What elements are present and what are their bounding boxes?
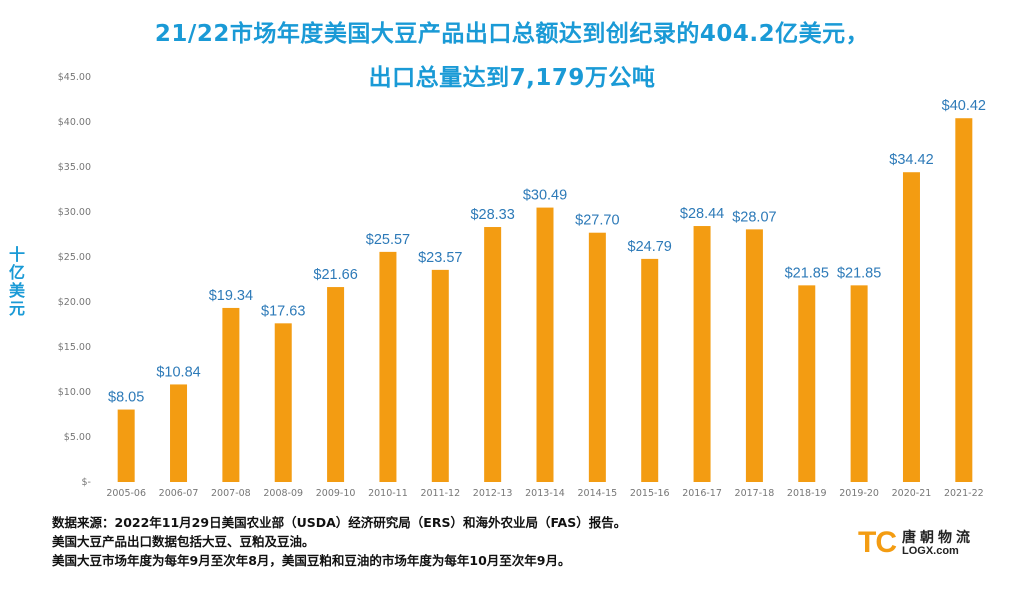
bar (379, 251, 397, 482)
bar (431, 269, 449, 482)
bar (693, 226, 711, 482)
x-tick-label: 2017-18 (735, 488, 775, 499)
data-label: $21.85 (785, 265, 829, 281)
y-axis-ticks: $- $5.00 $10.00 $15.00 $20.00 $25.00 $30.00 $35… (58, 72, 91, 488)
x-tick-label: 2007-08 (211, 488, 251, 499)
bar (902, 172, 920, 482)
bar (170, 384, 188, 482)
data-label: $30.49 (523, 188, 567, 204)
x-tick-label: 2014-15 (578, 488, 618, 499)
bar (117, 409, 135, 482)
chart-title-line2: 出口总量达到7,179万公吨 (368, 65, 656, 91)
x-tick-label: 2018-19 (787, 488, 827, 499)
data-label: $23.57 (418, 250, 462, 266)
x-tick-label: 2005-06 (106, 488, 146, 499)
y-tick-label: $20.00 (58, 297, 91, 308)
data-label: $27.70 (575, 213, 619, 229)
x-tick-label: 2013-14 (525, 488, 565, 499)
y-tick-label: $35.00 (58, 162, 91, 173)
data-label: $24.79 (628, 239, 672, 255)
bar (798, 285, 816, 482)
x-tick-label: 2008-09 (263, 488, 303, 499)
y-axis-label: 十亿美元 (8, 245, 25, 318)
data-label: $28.33 (470, 207, 514, 223)
x-tick-label: 2020-21 (892, 488, 932, 499)
bar (955, 118, 973, 482)
data-label: $28.07 (732, 209, 776, 225)
bars (117, 118, 973, 482)
data-label: $21.66 (313, 267, 357, 283)
bar (484, 227, 502, 482)
x-tick-label: 2021-22 (944, 488, 984, 499)
chart-title-line1: 21/22市场年度美国大豆产品出口总额达到创纪录的404.2亿美元， (154, 21, 870, 47)
bar (274, 323, 292, 482)
x-tick-label: 2010-11 (368, 488, 408, 499)
bar (745, 229, 763, 482)
bar (536, 207, 554, 482)
bar (222, 307, 240, 482)
x-tick-label: 2015-16 (630, 488, 670, 499)
bar (641, 258, 659, 482)
footnote-scope: 美国大豆产品出口数据包括大豆、豆粕及豆油。 (52, 534, 315, 549)
x-tick-label: 2011-12 (420, 488, 460, 499)
data-label: $25.57 (366, 232, 410, 248)
logo-chinese-name: 唐朝物流 (902, 530, 974, 546)
data-label: $34.42 (889, 152, 933, 168)
data-label: $8.05 (108, 390, 144, 406)
y-tick-label: $5.00 (64, 432, 91, 443)
bar-chart: $- $5.00 $10.00 $15.00 $20.00 $25.00 $30.00 $35… (58, 72, 986, 499)
x-tick-label: 2019-20 (839, 488, 879, 499)
x-tick-label: 2009-10 (316, 488, 356, 499)
bar (327, 287, 345, 482)
y-tick-label: $25.00 (58, 252, 91, 263)
footnotes: 数据来源：2022年11月29日美国农业部（USDA）经济研究局（ERS）和海外… (52, 513, 626, 570)
data-label: $10.84 (156, 364, 200, 380)
footnote-source: 数据来源：2022年11月29日美国农业部（USDA）经济研究局（ERS）和海外… (52, 515, 627, 530)
y-tick-label: $15.00 (58, 342, 91, 353)
footnote-market-year: 美国大豆市场年度为每年9月至次年8月，美国豆粕和豆油的市场年度为每年10月至次年… (52, 553, 571, 568)
y-tick-label: $30.00 (58, 207, 91, 218)
x-tick-label: 2006-07 (159, 488, 199, 499)
logo-mark: TC (858, 526, 897, 559)
x-axis-ticks: 2005-06 2006-07 2007-08 2008-09 2009-10 2010-… (106, 488, 983, 499)
y-tick-label: $10.00 (58, 387, 91, 398)
data-labels: $8.05 $10.84 $19.34 $17.63 $21.66 $25.57 $23.5… (108, 98, 986, 405)
data-label: $21.85 (837, 265, 881, 281)
y-tick-label: $- (82, 477, 91, 488)
y-tick-label: $45.00 (58, 72, 91, 83)
data-label: $19.34 (209, 288, 253, 304)
data-label: $40.42 (942, 98, 986, 114)
bar (588, 232, 606, 482)
x-tick-label: 2012-13 (473, 488, 513, 499)
x-tick-label: 2016-17 (682, 488, 722, 499)
data-label: $17.63 (261, 303, 305, 319)
data-label: $28.44 (680, 206, 724, 222)
logo-domain: LOGX.com (902, 545, 959, 557)
y-tick-label: $40.00 (58, 117, 91, 128)
bar (850, 285, 868, 482)
